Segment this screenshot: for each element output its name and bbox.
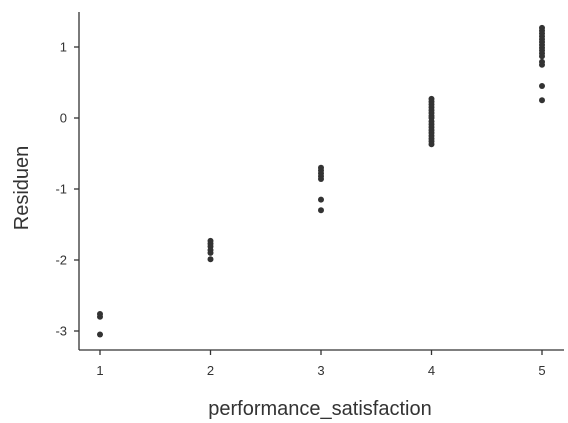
x-tick-label: 5	[538, 363, 545, 378]
y-tick-label: -2	[55, 253, 67, 268]
y-tick-label: -3	[55, 324, 67, 339]
data-point	[539, 97, 545, 104]
x-tick-label: 1	[96, 363, 103, 378]
data-point	[428, 141, 435, 148]
data-points	[97, 24, 545, 338]
data-point	[539, 83, 545, 90]
y-axis-title: Residuen	[11, 146, 33, 231]
x-axis-title: performance_satisfaction	[208, 398, 431, 420]
x-axis-ticks: 1 2 3 4 5	[96, 350, 546, 378]
data-point	[207, 256, 214, 263]
x-tick-label: 3	[317, 363, 324, 378]
data-point	[97, 331, 103, 338]
data-point	[539, 53, 545, 60]
y-tick-label: -1	[55, 182, 67, 197]
data-point	[207, 249, 214, 256]
x-tick-label: 4	[428, 363, 435, 378]
y-axis-ticks: -3 -2 -1 0 1	[55, 40, 79, 339]
x-tick-label: 2	[207, 363, 214, 378]
data-point	[97, 313, 103, 320]
data-point	[318, 196, 324, 203]
y-tick-label: 0	[60, 111, 67, 126]
data-point	[539, 61, 545, 68]
data-point	[318, 176, 324, 183]
data-point	[318, 207, 324, 214]
y-tick-label: 1	[60, 40, 67, 55]
